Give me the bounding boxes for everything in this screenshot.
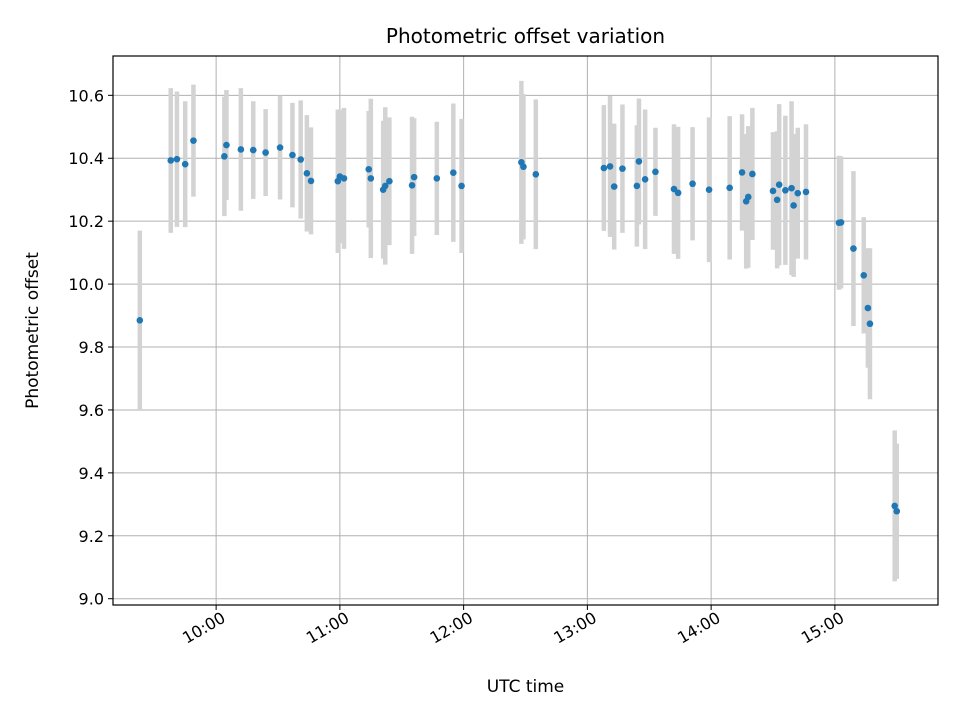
y-tick-label: 9.4 (79, 464, 104, 483)
data-point (520, 163, 527, 171)
data-point (794, 189, 802, 197)
data-point (837, 219, 845, 226)
x-axis-label: UTC time (487, 677, 565, 697)
y-axis-label: Photometric offset (23, 252, 43, 409)
data-point (367, 175, 375, 182)
data-point (606, 163, 614, 170)
data-point (866, 320, 874, 328)
data-point (744, 193, 752, 201)
y-tick-label: 9.8 (79, 338, 104, 357)
data-point (249, 146, 257, 154)
data-point (726, 184, 733, 192)
chart-title: Photometric offset variation (386, 24, 665, 48)
data-points (136, 137, 901, 515)
data-point (450, 169, 457, 177)
data-point (190, 137, 197, 144)
data-point (749, 170, 756, 178)
data-point (237, 146, 245, 153)
data-point (802, 188, 810, 196)
data-point (303, 170, 311, 177)
y-tick-label: 10.2 (68, 212, 104, 231)
data-point (610, 183, 618, 190)
data-point (289, 151, 296, 159)
data-point (181, 160, 189, 168)
data-point (173, 155, 181, 163)
data-point (850, 245, 857, 252)
y-tick-label: 9.2 (79, 527, 104, 546)
data-point (365, 165, 373, 173)
data-point (782, 187, 789, 194)
data-point (136, 316, 144, 324)
data-point (167, 157, 175, 164)
data-point (769, 187, 777, 195)
y-tick-label: 10.4 (68, 149, 104, 168)
data-point (381, 182, 389, 190)
data-point (641, 176, 649, 183)
data-point (705, 186, 713, 194)
data-point (458, 182, 465, 190)
data-point (860, 271, 868, 279)
data-point (532, 170, 540, 178)
data-point (893, 507, 901, 515)
y-axis-ticks: 9.0 9.2 9.4 9.6 9.8 10.0 10.2 10.4 10.6 (68, 86, 113, 609)
data-point (788, 184, 795, 192)
y-tick-label: 10.0 (68, 275, 104, 294)
data-point (433, 175, 441, 182)
data-point (773, 196, 781, 204)
data-point (633, 182, 641, 190)
data-point (619, 165, 626, 172)
data-point (386, 177, 393, 185)
data-point (635, 158, 643, 165)
data-point (864, 304, 872, 312)
data-point (891, 502, 898, 510)
data-point (410, 173, 418, 181)
y-tick-label: 10.6 (68, 86, 104, 105)
data-point (307, 177, 315, 185)
data-point (674, 189, 682, 197)
data-point (276, 144, 284, 151)
y-tick-label: 9.0 (79, 590, 104, 609)
data-point (652, 168, 659, 176)
y-tick-label: 9.6 (79, 401, 104, 420)
plot-frame (112, 55, 939, 606)
data-point (340, 175, 348, 182)
data-point (738, 169, 746, 176)
data-point (223, 141, 230, 149)
data-point (221, 153, 228, 160)
data-point (262, 149, 269, 156)
data-point (297, 156, 304, 163)
data-point (775, 181, 783, 188)
data-point (408, 182, 416, 189)
data-point (790, 202, 797, 209)
data-point (600, 164, 608, 172)
data-point (689, 180, 696, 188)
